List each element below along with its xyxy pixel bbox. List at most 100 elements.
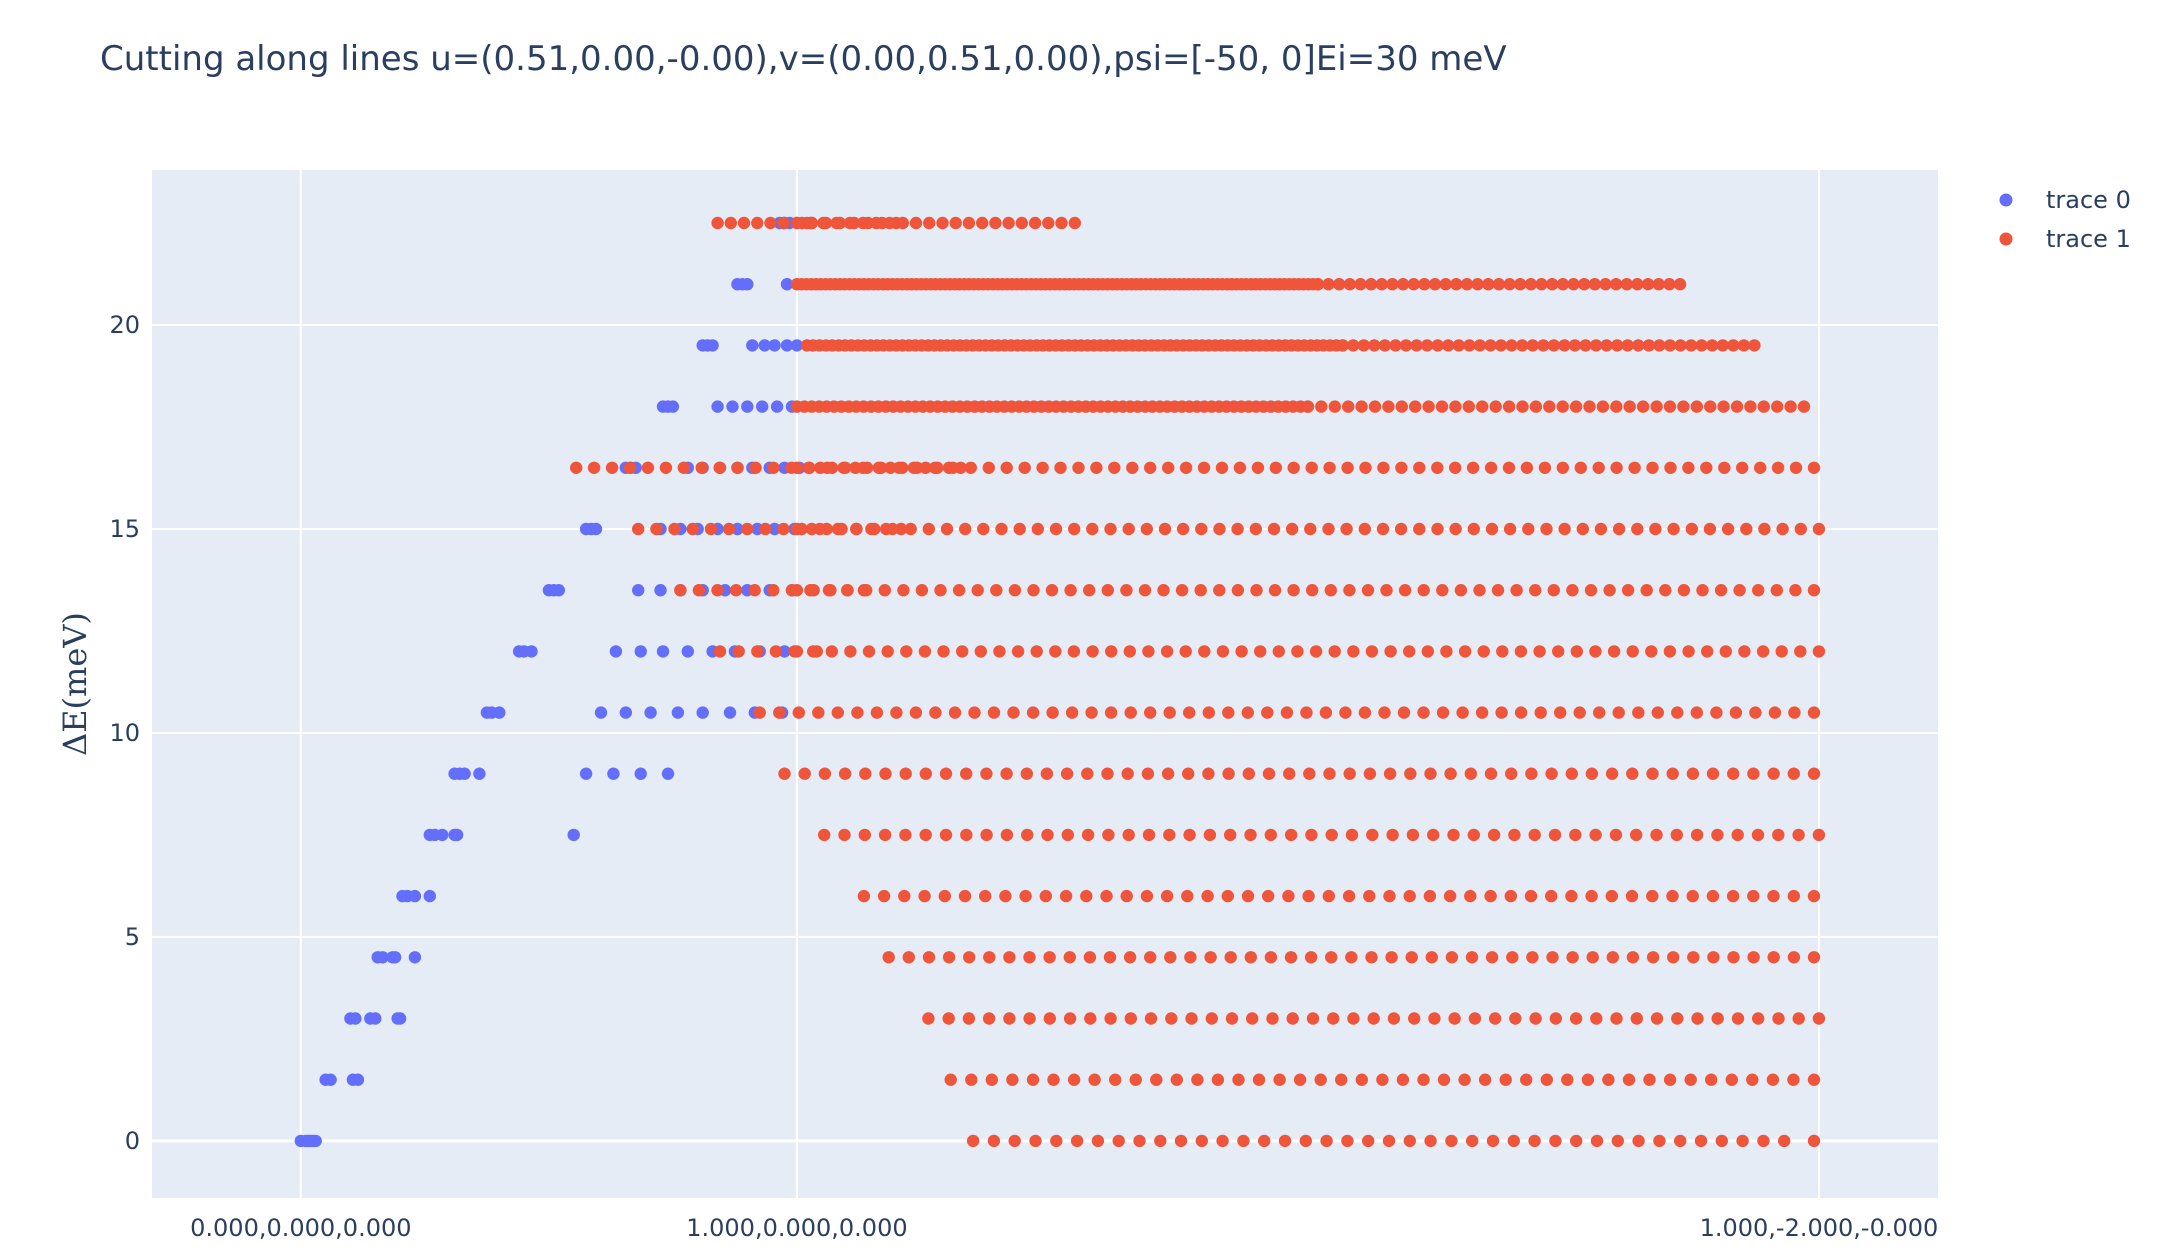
trace-1-point xyxy=(1690,400,1704,413)
trace-1-point xyxy=(1570,645,1584,658)
trace-1-point xyxy=(1674,1134,1687,1148)
trace-1-point xyxy=(1747,951,1760,964)
trace-1-point xyxy=(1653,339,1666,352)
trace-1-point xyxy=(942,1012,955,1025)
trace-1-point xyxy=(1602,1073,1615,1086)
trace-1-point xyxy=(1202,706,1216,719)
trace-1-point xyxy=(966,1134,980,1148)
trace-1-point xyxy=(1311,278,1325,291)
trace-1-point xyxy=(1064,584,1077,597)
trace-1-points[interactable] xyxy=(570,216,1826,1148)
trace-1-point xyxy=(1651,706,1665,719)
trace-0-point xyxy=(349,1012,362,1025)
trace-1-point xyxy=(1436,584,1449,597)
trace-1-point xyxy=(1224,828,1237,842)
trace-1-point xyxy=(1507,1134,1521,1148)
trace-1-point xyxy=(1081,767,1094,780)
trace-1-point xyxy=(1258,1134,1271,1148)
trace-1-point xyxy=(1124,1012,1138,1025)
trace-1-point xyxy=(1738,645,1751,658)
trace-1-point xyxy=(1744,400,1757,413)
trace-1-point xyxy=(1471,278,1484,291)
trace-1-point xyxy=(1323,461,1336,474)
x-tick-label: 0.000,0.000,0.000 xyxy=(190,1214,411,1242)
trace-0-point xyxy=(324,1073,337,1086)
trace-1-point xyxy=(1060,767,1074,780)
trace-1-point xyxy=(1431,339,1444,352)
trace-1-point xyxy=(1197,461,1211,474)
trace-1-point xyxy=(1205,1012,1219,1025)
trace-1-point xyxy=(1690,706,1704,719)
trace-1-point xyxy=(1707,951,1720,964)
trace-1-point xyxy=(1357,339,1371,352)
trace-1-point xyxy=(1104,1012,1117,1025)
trace-1-point xyxy=(1305,828,1318,842)
legend-item-trace-0[interactable]: trace 0 xyxy=(1999,186,2131,214)
trace-1-point xyxy=(1677,584,1691,597)
trace-1-point xyxy=(1309,645,1323,658)
trace-1-point xyxy=(817,216,830,230)
trace-1-point xyxy=(704,522,718,536)
trace-1-point xyxy=(1378,339,1392,352)
trace-1-point xyxy=(1424,767,1437,780)
trace-1-point xyxy=(1368,400,1382,413)
trace-1-point xyxy=(831,706,844,719)
trace-1-point xyxy=(1123,951,1137,964)
y-axis-ticks: 0 5 10 15 20 xyxy=(109,311,140,1155)
trace-1-point xyxy=(632,522,645,536)
trace-1-point xyxy=(1347,645,1360,658)
trace-1-point xyxy=(1663,339,1677,352)
trace-1-point xyxy=(1450,278,1463,291)
trace-1-point xyxy=(741,522,754,536)
trace-1-point xyxy=(1588,278,1602,291)
trace-1-point xyxy=(1467,828,1481,842)
trace-0-point xyxy=(609,645,623,658)
trace-1-point xyxy=(1322,278,1335,291)
trace-1-point xyxy=(692,584,706,597)
trace-1-point xyxy=(711,584,724,597)
trace-1-point xyxy=(963,951,976,964)
trace-1-point xyxy=(1120,584,1133,597)
trace-1-point xyxy=(1435,400,1449,413)
trace-1-point xyxy=(1422,400,1435,413)
legend[interactable]: trace 0 trace 1 xyxy=(1999,186,2131,253)
trace-1-point xyxy=(1663,278,1676,291)
trace-0-point xyxy=(567,828,580,842)
trace-0-point xyxy=(579,767,593,780)
trace-1-point xyxy=(934,584,947,597)
trace-1-point xyxy=(1267,522,1281,536)
trace-1-point xyxy=(1646,951,1660,964)
trace-0-point xyxy=(768,522,781,536)
trace-1-point xyxy=(1505,767,1518,780)
trace-1-point xyxy=(1286,1012,1299,1025)
trace-1-point xyxy=(1464,889,1477,903)
trace-1-point xyxy=(785,461,798,474)
trace-1-point xyxy=(1202,767,1215,780)
trace-1-point xyxy=(1524,889,1538,903)
legend-item-trace-1[interactable]: trace 1 xyxy=(1999,225,2131,253)
trace-1-point xyxy=(1467,522,1481,536)
trace-0-point xyxy=(756,400,769,413)
trace-1-point xyxy=(1525,767,1538,780)
trace-1-point xyxy=(773,706,786,719)
trace-1-point xyxy=(1747,889,1760,903)
trace-1-point xyxy=(1686,889,1699,903)
trace-1-point xyxy=(1503,278,1516,291)
trace-1-point xyxy=(1314,1073,1327,1086)
trace-1-point xyxy=(1163,828,1176,842)
trace-1-point xyxy=(902,951,915,964)
trace-1-point xyxy=(1520,461,1534,474)
trace-1-point xyxy=(1023,951,1036,964)
trace-1-point xyxy=(1632,339,1645,352)
trace-1-point xyxy=(1645,645,1658,658)
trace-1-point xyxy=(1026,1073,1040,1086)
trace-1-point xyxy=(944,1073,957,1086)
trace-1-point xyxy=(1213,522,1226,536)
trace-1-point xyxy=(1325,828,1338,842)
trace-1-point xyxy=(1427,828,1440,842)
trace-1-point xyxy=(1807,706,1821,719)
trace-1-point xyxy=(1659,584,1672,597)
trace-1-point xyxy=(1611,339,1624,352)
trace-1-point xyxy=(1670,828,1684,842)
trace-1-point xyxy=(1002,216,1015,230)
